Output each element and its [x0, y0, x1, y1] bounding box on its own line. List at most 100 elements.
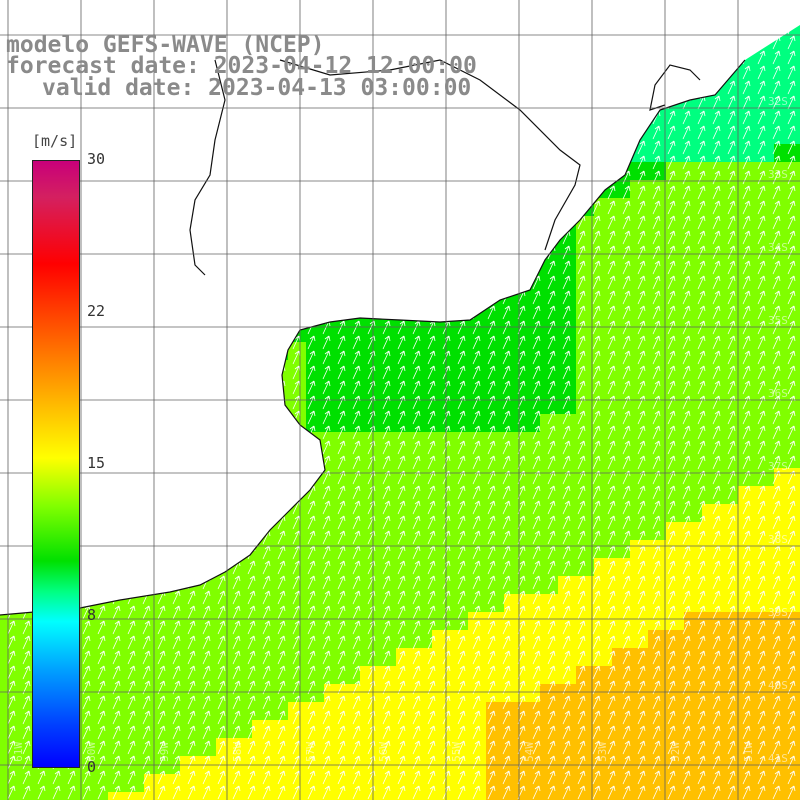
wind-arrow — [532, 455, 541, 470]
wind-arrow — [622, 290, 631, 305]
field-cell — [288, 504, 306, 522]
field-cell — [540, 540, 558, 558]
wind-arrow — [472, 740, 481, 755]
wind-arrow — [337, 335, 346, 350]
wind-arrow — [337, 455, 346, 470]
field-cell — [450, 522, 468, 540]
longitude-label: 53W — [596, 742, 609, 762]
field-cell — [414, 738, 432, 756]
field-cell — [288, 576, 306, 594]
wind-arrow — [487, 770, 496, 785]
field-cell — [486, 486, 504, 504]
field-cell — [378, 522, 396, 540]
field-cell — [648, 792, 666, 800]
wind-arrow — [412, 350, 421, 365]
field-cell — [756, 468, 774, 486]
wind-arrow — [142, 665, 151, 680]
wind-arrow — [652, 365, 661, 380]
field-cell — [612, 198, 630, 216]
wind-arrow — [337, 725, 346, 740]
field-cell — [432, 792, 450, 800]
field-cell — [540, 468, 558, 486]
wind-arrow — [487, 515, 496, 530]
wind-arrow — [472, 365, 481, 380]
wind-arrow — [352, 560, 361, 575]
wind-arrow — [427, 425, 436, 440]
wind-arrow — [577, 695, 586, 710]
field-cell — [666, 648, 684, 666]
wind-arrow — [457, 605, 466, 620]
wind-arrow — [772, 260, 781, 275]
field-cell — [684, 648, 702, 666]
wind-arrow — [412, 545, 421, 560]
field-cell — [468, 612, 486, 630]
field-cell — [630, 486, 648, 504]
field-cell — [432, 468, 450, 486]
wind-arrow — [787, 455, 796, 470]
wind-arrow — [667, 740, 676, 755]
wind-arrow — [637, 665, 646, 680]
wind-arrow — [697, 575, 706, 590]
wind-arrow — [622, 785, 631, 800]
field-cell — [594, 288, 612, 306]
field-cell — [504, 630, 522, 648]
field-cell — [486, 738, 504, 756]
wind-arrow — [607, 665, 616, 680]
wind-arrow — [607, 365, 616, 380]
wind-arrow — [22, 725, 31, 740]
field-cell — [756, 486, 774, 504]
field-cell — [306, 342, 324, 360]
field-cell — [702, 702, 720, 720]
field-cell — [756, 666, 774, 684]
wind-arrow — [97, 650, 106, 665]
wind-arrow — [697, 695, 706, 710]
wind-arrow — [337, 500, 346, 515]
wind-arrow — [787, 125, 796, 140]
wind-arrow — [217, 620, 226, 635]
wind-arrow — [472, 605, 481, 620]
field-cell — [612, 468, 630, 486]
wind-arrow — [742, 350, 751, 365]
field-cell — [774, 432, 792, 450]
field-cell — [738, 576, 756, 594]
wind-arrow — [397, 650, 406, 665]
field-cell — [648, 504, 666, 522]
field-cell — [558, 414, 576, 432]
wind-arrow — [622, 770, 631, 785]
field-cell — [684, 162, 702, 180]
wind-arrow — [172, 695, 181, 710]
wind-arrow — [772, 650, 781, 665]
field-cell — [702, 342, 720, 360]
field-cell — [630, 594, 648, 612]
wind-arrow — [532, 605, 541, 620]
wind-arrow — [712, 770, 721, 785]
field-cell — [792, 702, 800, 720]
wind-arrow — [472, 530, 481, 545]
wind-arrow — [772, 215, 781, 230]
wind-arrow — [82, 770, 91, 785]
field-cell — [720, 252, 738, 270]
wind-arrow — [502, 590, 511, 605]
wind-arrow — [562, 725, 571, 740]
field-cell — [288, 648, 306, 666]
wind-arrow — [667, 200, 676, 215]
wind-arrow — [502, 485, 511, 500]
colorbar-tick-22: 22 — [87, 302, 106, 320]
field-cell — [738, 324, 756, 342]
field-cell — [198, 666, 216, 684]
field-cell — [756, 432, 774, 450]
field-cell — [540, 576, 558, 594]
field-cell — [720, 360, 738, 378]
wind-arrow — [772, 320, 781, 335]
field-cell — [558, 558, 576, 576]
field-cell — [612, 576, 630, 594]
wind-arrow — [262, 740, 271, 755]
wind-arrow — [742, 335, 751, 350]
wind-arrow — [787, 785, 796, 800]
wind-arrow — [157, 665, 166, 680]
wind-arrow — [652, 485, 661, 500]
wind-arrow — [757, 260, 766, 275]
field-cell — [360, 774, 378, 792]
wind-arrow — [667, 725, 676, 740]
wind-arrow — [592, 785, 601, 800]
